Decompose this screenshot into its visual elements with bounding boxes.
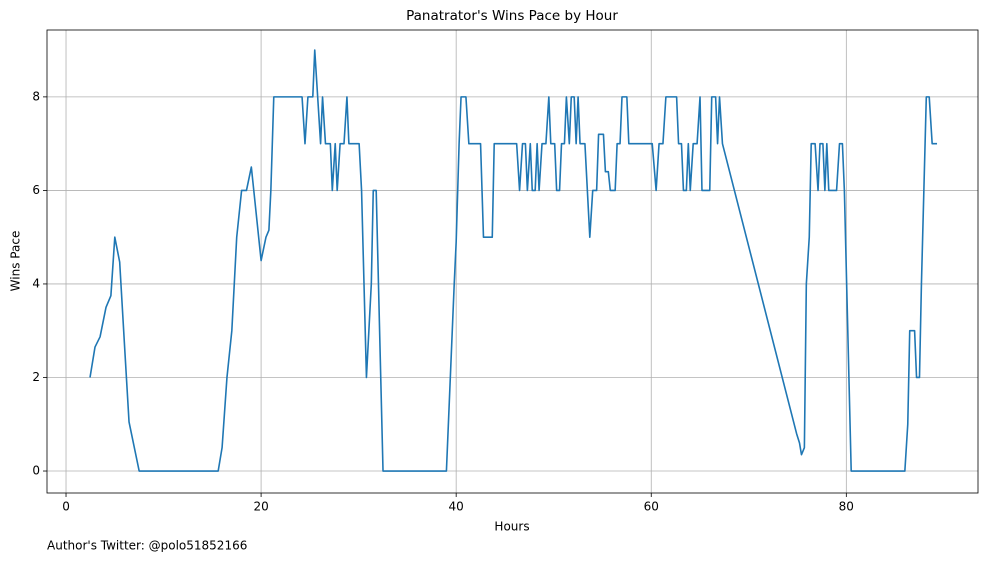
x-tick-label: 80 bbox=[839, 500, 854, 514]
x-axis-label: Hours bbox=[494, 520, 529, 534]
y-tick-label: 4 bbox=[32, 276, 40, 290]
y-tick-label: 8 bbox=[32, 89, 40, 103]
x-tick-label: 0 bbox=[62, 500, 70, 514]
x-tick-label: 20 bbox=[253, 500, 268, 514]
chart-title: Panatrator's Wins Pace by Hour bbox=[406, 8, 618, 24]
x-tick-label: 60 bbox=[644, 500, 659, 514]
data-line bbox=[89, 49, 938, 472]
y-tick-label: 0 bbox=[32, 464, 40, 478]
y-tick-label: 6 bbox=[32, 183, 40, 197]
y-tick-label: 2 bbox=[32, 370, 40, 384]
y-axis-label: Wins Pace bbox=[9, 231, 23, 292]
plot-frame bbox=[46, 29, 979, 494]
x-tick-label: 40 bbox=[449, 500, 464, 514]
annotation: Author's Twitter: @polo51852166 bbox=[47, 539, 247, 553]
